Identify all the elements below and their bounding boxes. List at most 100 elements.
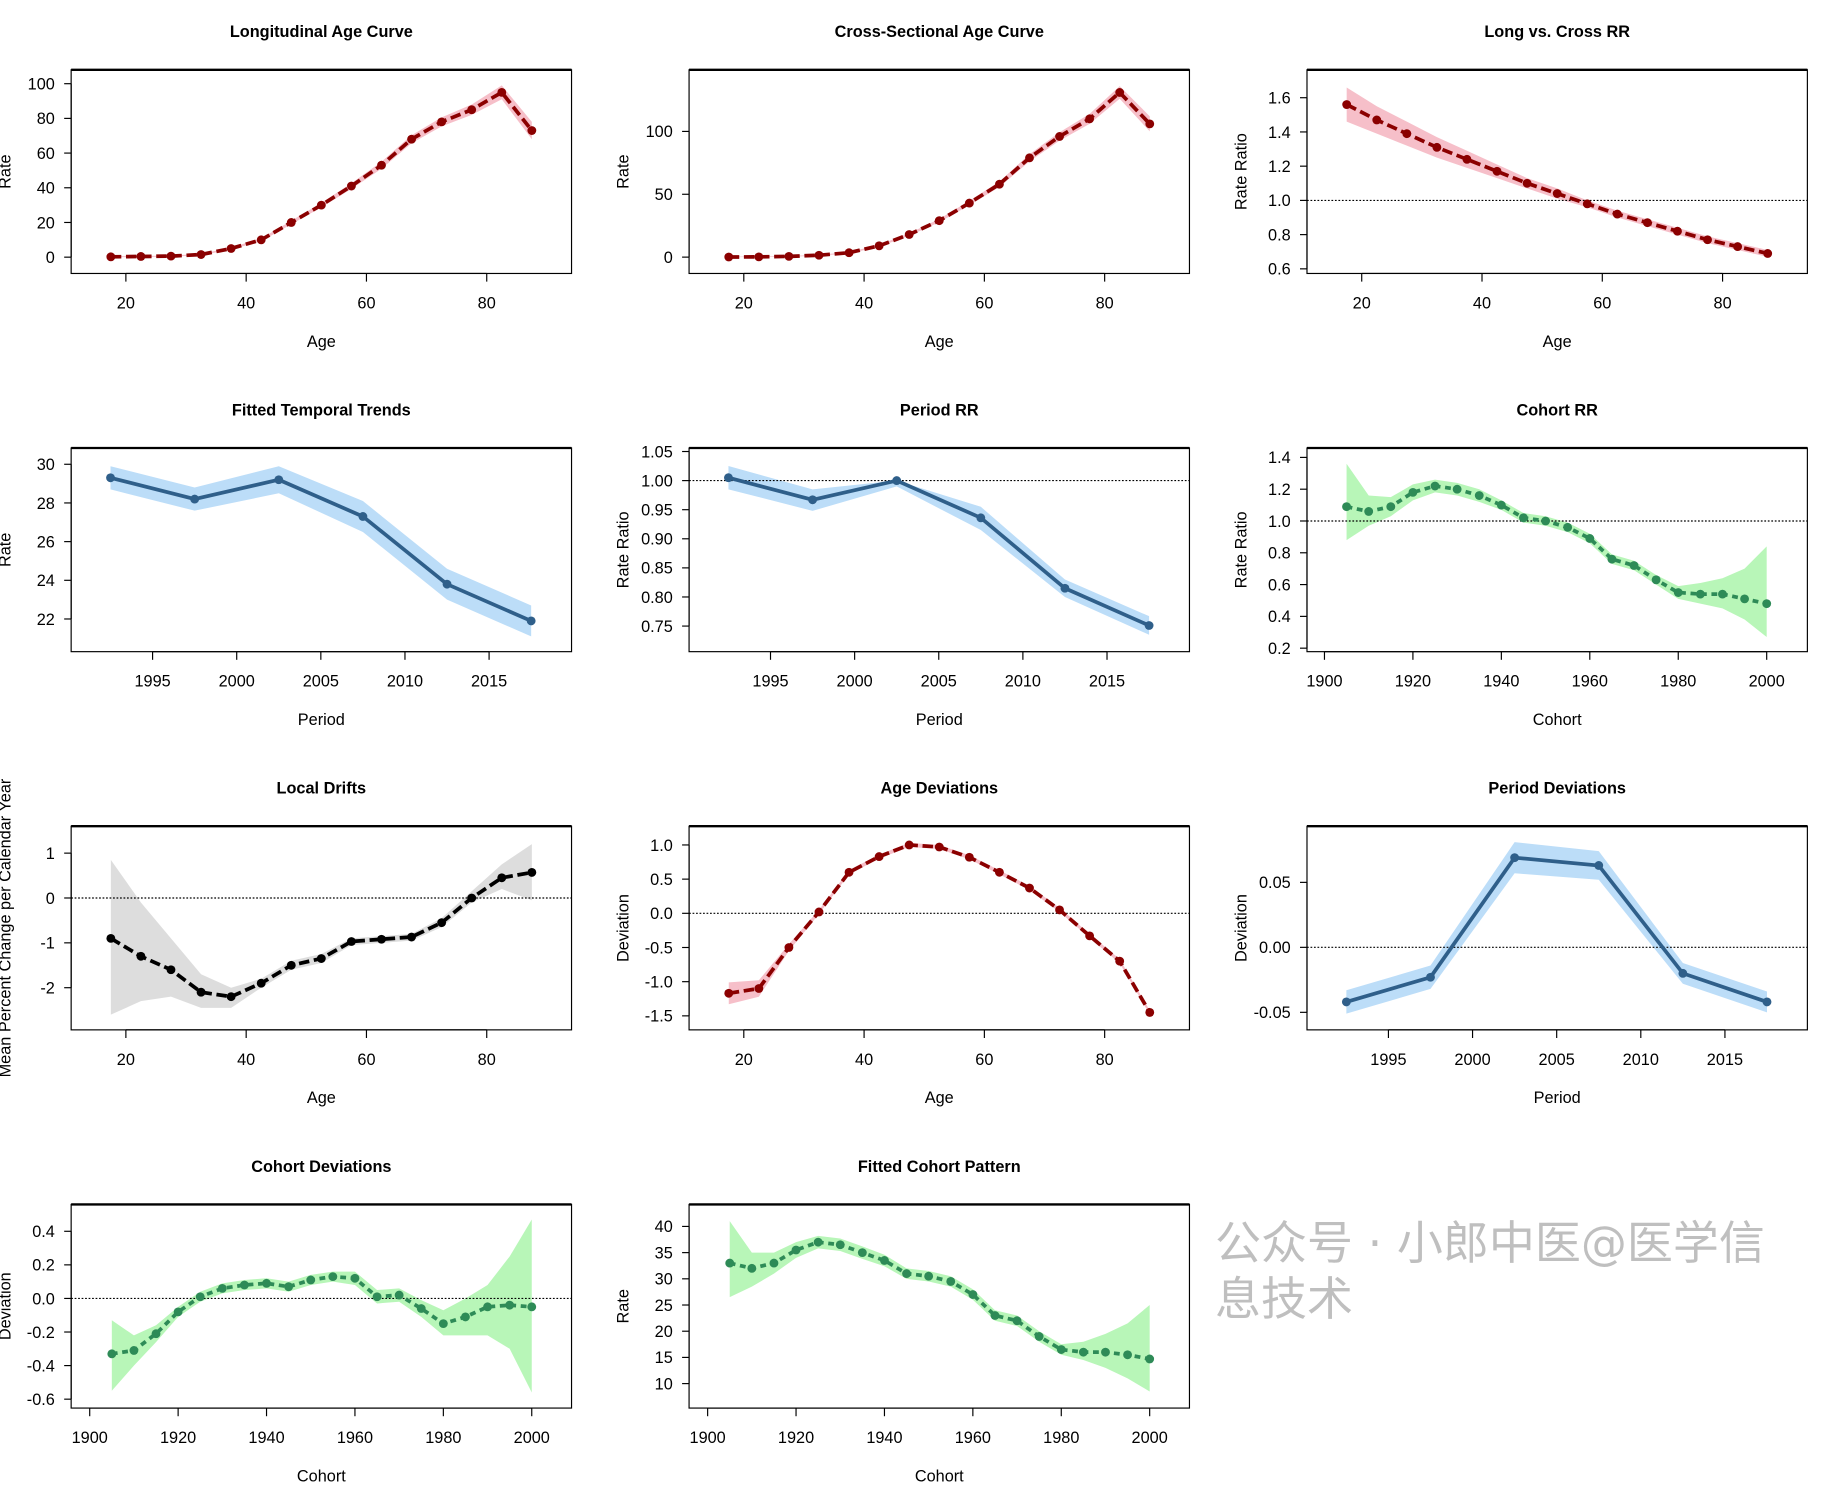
y-tick-label: 25 xyxy=(655,1297,673,1315)
chart-panel-1: 20 40 60 80 0 20 40 60 80 100 Longitudinal Age Cur… xyxy=(0,23,573,351)
data-point xyxy=(1612,209,1622,219)
data-point xyxy=(262,1278,271,1288)
data-point xyxy=(166,965,176,975)
data-point xyxy=(1430,481,1440,491)
data-point xyxy=(902,1269,911,1279)
data-point xyxy=(857,1248,867,1258)
data-point xyxy=(1629,561,1639,570)
data-point xyxy=(814,250,824,260)
data-point xyxy=(934,216,944,226)
x-tick-label: 80 xyxy=(1714,294,1732,312)
data-point xyxy=(1025,883,1034,893)
data-point xyxy=(1085,114,1095,124)
data-point xyxy=(1651,575,1661,585)
chart-title: Cohort RR xyxy=(1516,401,1598,419)
data-point xyxy=(784,943,794,952)
confidence-band xyxy=(1346,842,1767,1014)
data-point xyxy=(256,978,266,988)
chart-title: Long vs. Cross RR xyxy=(1484,23,1630,41)
x-tick-label: 2000 xyxy=(1749,673,1785,691)
data-point xyxy=(814,907,824,917)
confidence-band xyxy=(1346,87,1768,257)
data-point xyxy=(286,218,296,227)
data-point xyxy=(1386,502,1396,512)
x-axis-label: Period xyxy=(1534,1089,1581,1107)
data-point xyxy=(1673,226,1682,236)
data-point xyxy=(934,842,944,852)
chart-panel-5: 1995 2000 2005 2010 2015 0.75 0.80 0.85 0.90 0.95… xyxy=(615,401,1191,729)
y-tick-label: 0.8 xyxy=(1268,545,1291,563)
x-axis-label: Age xyxy=(925,1089,954,1107)
x-tick-label: 2005 xyxy=(1539,1051,1575,1069)
data-point xyxy=(527,126,537,135)
data-point xyxy=(1364,507,1374,516)
data-point xyxy=(106,473,115,483)
data-point xyxy=(1101,1347,1110,1357)
confidence-band xyxy=(110,844,532,1015)
data-point xyxy=(1060,583,1070,593)
x-tick-label: 2000 xyxy=(219,673,255,691)
y-tick-label: 0 xyxy=(46,890,55,908)
data-point xyxy=(964,198,974,208)
y-tick-label: 1.2 xyxy=(1268,481,1291,499)
x-axis-label: Age xyxy=(307,333,336,351)
data-point xyxy=(136,252,146,261)
data-point xyxy=(1585,534,1595,543)
x-tick-label: 1940 xyxy=(866,1429,902,1447)
data-point xyxy=(483,1302,492,1312)
y-tick-label: 30 xyxy=(655,1271,673,1289)
data-point xyxy=(1762,599,1772,609)
data-point xyxy=(461,1312,470,1322)
data-point xyxy=(968,1290,978,1299)
x-tick-label: 40 xyxy=(237,1051,255,1069)
x-tick-label: 80 xyxy=(478,1051,496,1069)
data-point xyxy=(394,1290,404,1300)
data-point xyxy=(377,160,386,170)
data-point xyxy=(377,934,386,944)
x-tick-label: 1940 xyxy=(1483,673,1519,691)
x-tick-label: 60 xyxy=(357,1051,375,1069)
data-point xyxy=(946,1277,956,1286)
data-point xyxy=(106,933,116,943)
data-point xyxy=(1762,997,1772,1007)
x-axis-label: Cohort xyxy=(297,1467,346,1485)
data-point xyxy=(791,1245,801,1255)
data-point xyxy=(136,951,146,961)
x-tick-label: 40 xyxy=(855,1051,873,1069)
x-tick-label: 1900 xyxy=(1306,673,1342,691)
y-tick-label: 80 xyxy=(37,110,55,128)
y-tick-label: 20 xyxy=(655,1323,673,1341)
x-tick-label: 20 xyxy=(117,1051,135,1069)
y-tick-label: 10 xyxy=(655,1375,673,1393)
x-tick-label: 40 xyxy=(1473,294,1491,312)
data-point xyxy=(1342,100,1352,109)
y-tick-label: 0.2 xyxy=(1268,640,1291,658)
y-tick-label: 100 xyxy=(28,76,55,94)
data-point xyxy=(240,1280,249,1290)
data-point xyxy=(1733,242,1743,252)
x-tick-label: 2015 xyxy=(471,673,507,691)
y-tick-label: 60 xyxy=(37,145,55,163)
data-point xyxy=(195,1292,205,1302)
data-point xyxy=(904,840,914,850)
data-point xyxy=(437,918,447,928)
data-point xyxy=(994,867,1004,877)
y-tick-label: 1.4 xyxy=(1268,449,1291,467)
data-point xyxy=(438,1319,448,1329)
x-tick-label: 1960 xyxy=(1572,673,1608,691)
y-tick-label: 0.6 xyxy=(1268,261,1291,279)
data-point xyxy=(1342,502,1351,512)
chart-title: Longitudinal Age Curve xyxy=(230,23,413,41)
y-tick-label: 20 xyxy=(37,214,55,232)
data-point xyxy=(1703,235,1712,245)
data-point xyxy=(964,852,974,862)
confidence-band xyxy=(728,842,1150,1015)
y-tick-label: 1.0 xyxy=(1268,192,1291,210)
data-point xyxy=(1012,1316,1022,1326)
chart-title: Cohort Deviations xyxy=(251,1158,391,1176)
x-axis-label: Age xyxy=(1543,333,1572,351)
y-tick-label: 0.2 xyxy=(32,1257,55,1275)
data-point xyxy=(1492,166,1502,176)
plot-frame xyxy=(688,825,1191,1031)
y-tick-label: 0.90 xyxy=(641,531,673,549)
